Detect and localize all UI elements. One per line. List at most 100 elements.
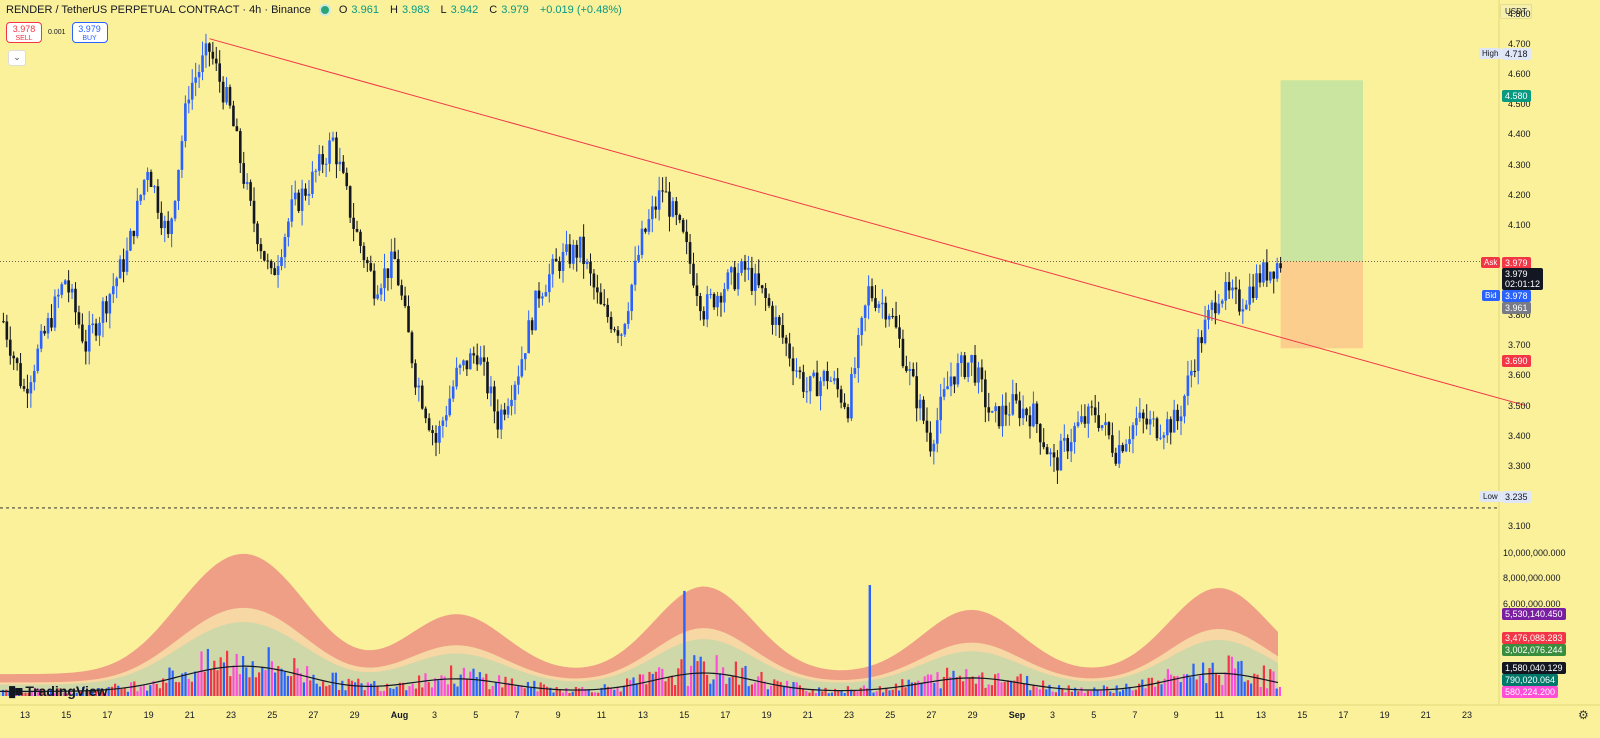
- candle-body: [19, 363, 22, 387]
- volume-bar: [200, 651, 203, 696]
- volume-bar: [1198, 675, 1201, 696]
- volume-bar: [1262, 665, 1265, 696]
- volume-bar: [1118, 691, 1121, 696]
- volume-bar: [206, 648, 209, 696]
- candle-body: [657, 190, 661, 210]
- candle-body: [623, 323, 627, 335]
- candle-body: [537, 290, 541, 299]
- candle-body: [321, 154, 324, 165]
- candle-body: [1166, 419, 1169, 436]
- volume-bar: [936, 672, 939, 696]
- candle-body: [699, 295, 702, 312]
- volume-bar: [114, 683, 117, 696]
- volume-bar: [782, 685, 785, 696]
- tradingview-logo[interactable]: ▮■ TradingView: [8, 682, 108, 700]
- volume-bar: [680, 659, 683, 696]
- candle-body: [1224, 281, 1227, 301]
- volume-bar: [440, 675, 443, 696]
- volume-bar: [379, 691, 382, 696]
- volume-bar: [421, 687, 424, 696]
- candle-body: [1004, 405, 1008, 415]
- candle-body: [475, 355, 479, 365]
- volume-bar: [549, 687, 552, 696]
- candle-body: [1018, 400, 1021, 419]
- symbol-header[interactable]: RENDER / TetherUS PERPETUAL CONTRACT · 4…: [6, 4, 630, 16]
- volume-bar: [30, 692, 33, 696]
- candle-body: [239, 131, 242, 164]
- candle-body: [747, 267, 750, 270]
- time-tick: 5: [473, 710, 479, 720]
- volume-bar: [1106, 686, 1109, 696]
- volume-bar: [1221, 684, 1224, 696]
- volume-bar: [642, 674, 645, 696]
- volume-bar: [1026, 675, 1029, 696]
- candle-body: [640, 228, 644, 255]
- candle-body: [1207, 309, 1210, 320]
- trade-quantity[interactable]: 0.001: [48, 29, 66, 36]
- candle-body: [146, 171, 149, 180]
- price-tick: 4.100: [1508, 219, 1531, 230]
- chevron-down-icon[interactable]: ⌄: [8, 50, 26, 66]
- settings-gear-icon[interactable]: ⚙: [1578, 708, 1589, 722]
- volume-bar: [411, 683, 414, 696]
- volume-bar: [66, 693, 69, 696]
- volume-bar: [1077, 691, 1080, 696]
- volume-bar: [1074, 687, 1077, 696]
- volume-bar: [453, 683, 456, 696]
- candle-body: [57, 294, 60, 297]
- candle-body: [249, 182, 252, 201]
- volume-bar: [8, 691, 11, 696]
- volume-tag-2: 3,476,088.283: [1502, 632, 1566, 644]
- volume-bar: [827, 693, 830, 696]
- candle-body: [352, 217, 355, 229]
- price-tick: 4.200: [1508, 189, 1531, 200]
- candle-body: [963, 355, 967, 377]
- candle-body: [822, 370, 826, 382]
- buy-button[interactable]: 3.979 BUY: [71, 22, 108, 43]
- volume-bar: [1058, 685, 1061, 696]
- volume-bar: [94, 691, 97, 696]
- candle-body: [626, 311, 630, 324]
- volume-bar: [1022, 683, 1025, 696]
- volume-band-inner: [0, 622, 1278, 696]
- candle-body: [1265, 262, 1269, 281]
- volume-bar: [242, 656, 245, 696]
- time-tick: 23: [226, 710, 237, 720]
- volume-bar: [1192, 663, 1195, 696]
- volume-bar: [1202, 662, 1205, 696]
- volume-bar: [130, 682, 133, 696]
- candle-body: [1114, 452, 1118, 464]
- candle-body: [784, 337, 788, 344]
- volume-bar: [731, 676, 734, 696]
- candle-body: [1042, 442, 1045, 448]
- volume-bar: [251, 661, 254, 696]
- time-tick: 3: [1050, 710, 1056, 720]
- candle-body: [414, 363, 417, 388]
- candle-body: [232, 105, 235, 127]
- ohlc-change: +0.019 (+0.48%): [539, 4, 622, 16]
- symbol-title[interactable]: RENDER / TetherUS PERPETUAL CONTRACT · 4…: [6, 4, 311, 16]
- candle-body: [342, 161, 345, 173]
- candle-body: [74, 288, 77, 313]
- candle-body: [417, 385, 421, 388]
- candle-body: [105, 301, 108, 314]
- sell-button[interactable]: 3.978 SELL: [6, 22, 42, 43]
- volume-bar: [677, 668, 680, 696]
- price-tick: 3.300: [1508, 460, 1531, 471]
- candle-body: [1217, 303, 1221, 314]
- volume-bar: [1278, 686, 1281, 696]
- volume-bar: [1061, 688, 1064, 696]
- candle-body: [613, 329, 616, 331]
- volume-bar: [488, 689, 491, 696]
- candle-body: [194, 77, 197, 83]
- candle-body: [335, 137, 338, 165]
- volume-bar: [120, 688, 123, 696]
- volume-bar: [757, 676, 760, 696]
- volume-bar: [629, 680, 632, 696]
- currency-selector[interactable]: USDT: [1500, 4, 1532, 19]
- candle-body: [606, 304, 609, 318]
- time-tick: 5: [1091, 710, 1097, 720]
- volume-bar: [443, 676, 446, 696]
- volume-bar: [856, 691, 859, 696]
